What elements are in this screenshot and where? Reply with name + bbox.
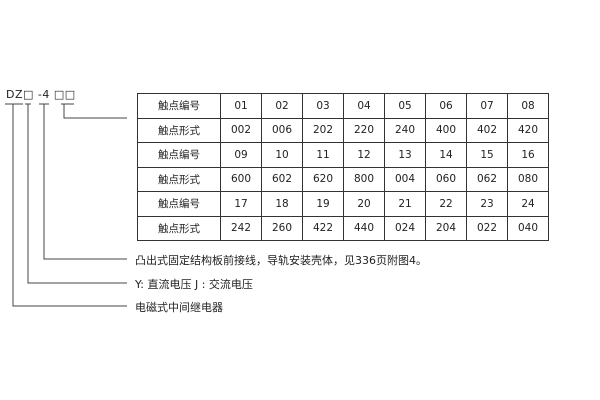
table-cell: 440 [343, 215, 385, 241]
table-row: 触点编号 01 02 03 04 05 06 07 08 [137, 93, 549, 119]
table-cell: 602 [261, 166, 303, 192]
table-cell: 17 [220, 191, 262, 217]
table-cell: 040 [507, 215, 549, 241]
row-header: 触点形式 [137, 117, 221, 143]
model-code: DZ□ -4 □□ [6, 88, 76, 101]
table-cell: 16 [507, 142, 549, 168]
leader-line-voltage [25, 103, 127, 284]
table-cell: 204 [425, 215, 467, 241]
table-cell: 400 [425, 117, 467, 143]
table-cell: 11 [302, 142, 344, 168]
table-cell: 240 [384, 117, 426, 143]
table-row: 触点形式 600 602 620 800 004 060 062 080 [137, 166, 549, 192]
note-type: 电磁式中间继电器 [135, 301, 223, 314]
table-cell: 22 [425, 191, 467, 217]
table-cell: 10 [261, 142, 303, 168]
table-cell: 062 [466, 166, 508, 192]
table-cell: 09 [220, 142, 262, 168]
table-cell: 202 [302, 117, 344, 143]
table-cell: 004 [384, 166, 426, 192]
table-cell: 006 [261, 117, 303, 143]
table-cell: 242 [220, 215, 262, 241]
row-header: 触点编号 [137, 191, 221, 217]
table-cell: 19 [302, 191, 344, 217]
table-cell: 060 [425, 166, 467, 192]
table-row: 触点形式 002 006 202 220 240 400 402 420 [137, 117, 549, 143]
leader-line-structure [39, 103, 127, 260]
table-cell: 01 [220, 93, 262, 119]
table-cell: 23 [466, 191, 508, 217]
row-header: 触点形式 [137, 215, 221, 241]
table-cell: 402 [466, 117, 508, 143]
table-cell: 20 [343, 191, 385, 217]
note-voltage: Y: 直流电压 J : 交流电压 [135, 278, 253, 291]
row-header: 触点形式 [137, 166, 221, 192]
table-cell: 21 [384, 191, 426, 217]
table-row: 触点形式 242 260 422 440 024 204 022 040 [137, 215, 549, 241]
table-cell: 080 [507, 166, 549, 192]
table-cell: 14 [425, 142, 467, 168]
table-cell: 06 [425, 93, 467, 119]
row-header: 触点编号 [137, 142, 221, 168]
contact-table: 触点编号 01 02 03 04 05 06 07 08 触点形式 002 006 202 220 240 4… [137, 93, 549, 241]
table-row: 触点编号 09 10 11 12 13 14 15 16 [137, 142, 549, 168]
table-cell: 18 [261, 191, 303, 217]
table-cell: 002 [220, 117, 262, 143]
table-cell: 12 [343, 142, 385, 168]
table-row: 触点编号 17 18 19 20 21 22 23 24 [137, 191, 549, 217]
table-cell: 024 [384, 215, 426, 241]
table-cell: 260 [261, 215, 303, 241]
table-cell: 05 [384, 93, 426, 119]
table-cell: 800 [343, 166, 385, 192]
table-cell: 220 [343, 117, 385, 143]
table-cell: 022 [466, 215, 508, 241]
table-cell: 02 [261, 93, 303, 119]
table-cell: 13 [384, 142, 426, 168]
leader-line-contact [61, 103, 127, 119]
note-structure: 凸出式固定结构板前接线，导轨安装壳体，见336页附图4。 [135, 254, 427, 267]
table-cell: 07 [466, 93, 508, 119]
table-cell: 15 [466, 142, 508, 168]
table-cell: 420 [507, 117, 549, 143]
table-cell: 04 [343, 93, 385, 119]
table-cell: 08 [507, 93, 549, 119]
table-cell: 620 [302, 166, 344, 192]
table-cell: 600 [220, 166, 262, 192]
row-header: 触点编号 [137, 93, 221, 119]
table-cell: 03 [302, 93, 344, 119]
table-cell: 422 [302, 215, 344, 241]
table-cell: 24 [507, 191, 549, 217]
leader-line-type [5, 103, 127, 307]
